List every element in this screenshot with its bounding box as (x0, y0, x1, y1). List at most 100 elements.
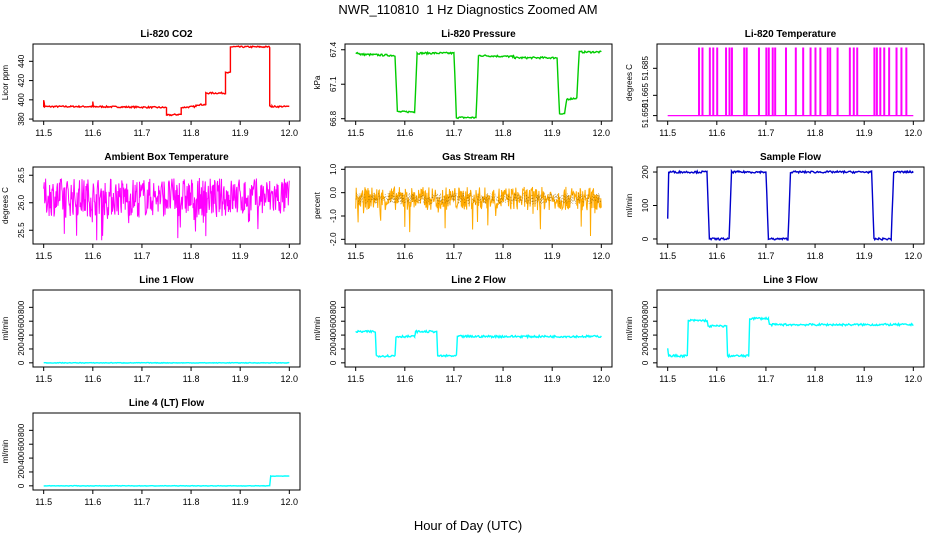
x-tick-label: 11.9 (856, 251, 873, 261)
data-layer (43, 177, 290, 241)
y-tick-label: 0 (641, 360, 650, 365)
chart-panel: Li-820 CO2 Licor ppm 11.5 11.6 11.7 11.8 11.9 1… (1, 29, 301, 138)
y-tick-label: 51.650 (641, 103, 650, 128)
x-tick-label: 11.8 (807, 251, 824, 261)
y-tick-label: 51.685 (641, 56, 650, 81)
y-tick-label: 400 (17, 451, 26, 465)
x-tick-label: 11.6 (84, 497, 101, 507)
chart-title: Sample Flow (760, 152, 821, 163)
x-tick-label: 11.8 (183, 251, 200, 261)
y-tick-label: 600 (641, 314, 650, 328)
x-tick-label: 11.5 (35, 128, 52, 138)
chart-title: Gas Stream RH (442, 152, 515, 163)
chart-title: Li-820 Temperature (745, 29, 837, 40)
series-line (43, 361, 290, 364)
y-tick-label: 200 (17, 465, 26, 479)
y-tick-label: 380 (17, 112, 26, 126)
x-tick-label: 12.0 (905, 374, 923, 384)
chart-title: Line 4 (LT) Flow (129, 398, 205, 409)
x-tick-label: 11.6 (84, 251, 101, 261)
x-tick-label: 11.5 (35, 497, 52, 507)
data-layer (667, 47, 914, 117)
x-tick-label: 11.8 (183, 497, 200, 507)
x-tick-label: 11.7 (134, 374, 151, 384)
x-tick-label: 11.6 (396, 374, 413, 384)
y-tick-label: 600 (17, 437, 26, 451)
y-axis-label: degrees C (625, 64, 634, 101)
x-tick-label: 11.7 (134, 251, 151, 261)
chart-panel: Li-820 Temperature degrees C 11.5 11.6 11.7 1… (625, 29, 925, 138)
x-tick-label: 11.6 (708, 128, 725, 138)
y-tick-label: 0 (329, 360, 338, 365)
chart-panel: Gas Stream RH percent 11.5 11.6 11.7 11.8 11.9… (313, 152, 613, 261)
y-axis-label: ml/min (313, 317, 322, 341)
y-tick-label: -2.0 (329, 232, 338, 246)
y-axis-label: ml/min (1, 317, 10, 341)
x-tick-label: 11.6 (84, 128, 101, 138)
y-axis-label: degrees C (1, 187, 10, 224)
y-tick-label: 400 (641, 328, 650, 342)
x-tick-label: 11.9 (856, 128, 873, 138)
x-tick-label: 11.7 (134, 128, 151, 138)
x-tick-label: 11.5 (35, 251, 52, 261)
x-tick-label: 11.8 (183, 374, 200, 384)
y-tick-label: 67.1 (329, 76, 338, 92)
chart-panel: Line 1 Flow ml/min 11.5 11.6 11.7 11.8 11.9 12.… (1, 275, 301, 384)
y-tick-label: 400 (329, 328, 338, 342)
y-tick-label: 0.0 (329, 187, 338, 199)
y-tick-label: 800 (641, 300, 650, 314)
y-tick-label: 0 (17, 360, 26, 365)
x-tick-label: 11.9 (544, 251, 561, 261)
y-axis-label: percent (313, 191, 322, 218)
y-tick-label: 0 (17, 483, 26, 488)
x-tick-label: 11.8 (807, 128, 824, 138)
y-axis-label: kPa (313, 75, 322, 89)
x-tick-label: 12.0 (593, 128, 611, 138)
x-tick-label: 12.0 (905, 251, 923, 261)
x-tick-label: 11.9 (544, 128, 561, 138)
plot-frame (32, 289, 301, 368)
x-tick-label: 11.5 (35, 374, 52, 384)
x-tick-label: 11.7 (446, 128, 463, 138)
x-tick-label: 11.6 (396, 251, 413, 261)
x-tick-label: 12.0 (593, 374, 611, 384)
plot-frame (344, 289, 613, 368)
data-layer (667, 316, 914, 359)
x-tick-label: 11.5 (347, 251, 364, 261)
y-tick-label: 800 (17, 300, 26, 314)
chart-title: Li-820 Pressure (441, 29, 516, 40)
data-layer (43, 474, 290, 487)
x-tick-label: 11.9 (232, 374, 249, 384)
y-tick-label: 66.8 (329, 110, 338, 126)
series-overlay (355, 191, 602, 205)
y-tick-label: 200 (17, 342, 26, 356)
series-line (43, 474, 290, 487)
y-tick-label: 200 (329, 342, 338, 356)
x-tick-label: 11.7 (758, 251, 775, 261)
y-tick-label: -1.0 (329, 209, 338, 223)
data-layer (43, 45, 290, 117)
chart-title: Line 3 Flow (763, 275, 818, 286)
x-tick-label: 11.8 (807, 374, 824, 384)
series-line (667, 168, 914, 242)
plot-frame (656, 289, 925, 368)
x-tick-label: 12.0 (281, 374, 299, 384)
x-tick-label: 12.0 (905, 128, 923, 138)
y-tick-label: 420 (17, 73, 26, 87)
chart-panel: Line 4 (LT) Flow ml/min 11.5 11.6 11.7 11.8 11… (1, 398, 301, 507)
y-axis-label: ml/min (625, 317, 634, 341)
y-tick-label: 25.5 (17, 222, 26, 238)
chart-panel: Li-820 Pressure kPa 11.5 11.6 11.7 11.8 11.9 12… (313, 29, 613, 138)
x-axis-title: Hour of Day (UTC) (413, 518, 523, 533)
y-axis-label: Licor ppm (1, 65, 10, 100)
y-tick-label: 200 (641, 342, 650, 356)
data-layer (355, 185, 602, 237)
plot-frame (32, 412, 301, 491)
y-tick-label: 400 (17, 93, 26, 107)
y-tick-label: 400 (17, 328, 26, 342)
data-layer (43, 361, 290, 364)
y-tick-label: 51.665 (641, 83, 650, 108)
y-tick-label: 800 (329, 300, 338, 314)
x-tick-label: 11.9 (232, 497, 249, 507)
chart-panel: Line 3 Flow ml/min 11.5 11.6 11.7 11.8 11.9 12.… (625, 275, 925, 384)
